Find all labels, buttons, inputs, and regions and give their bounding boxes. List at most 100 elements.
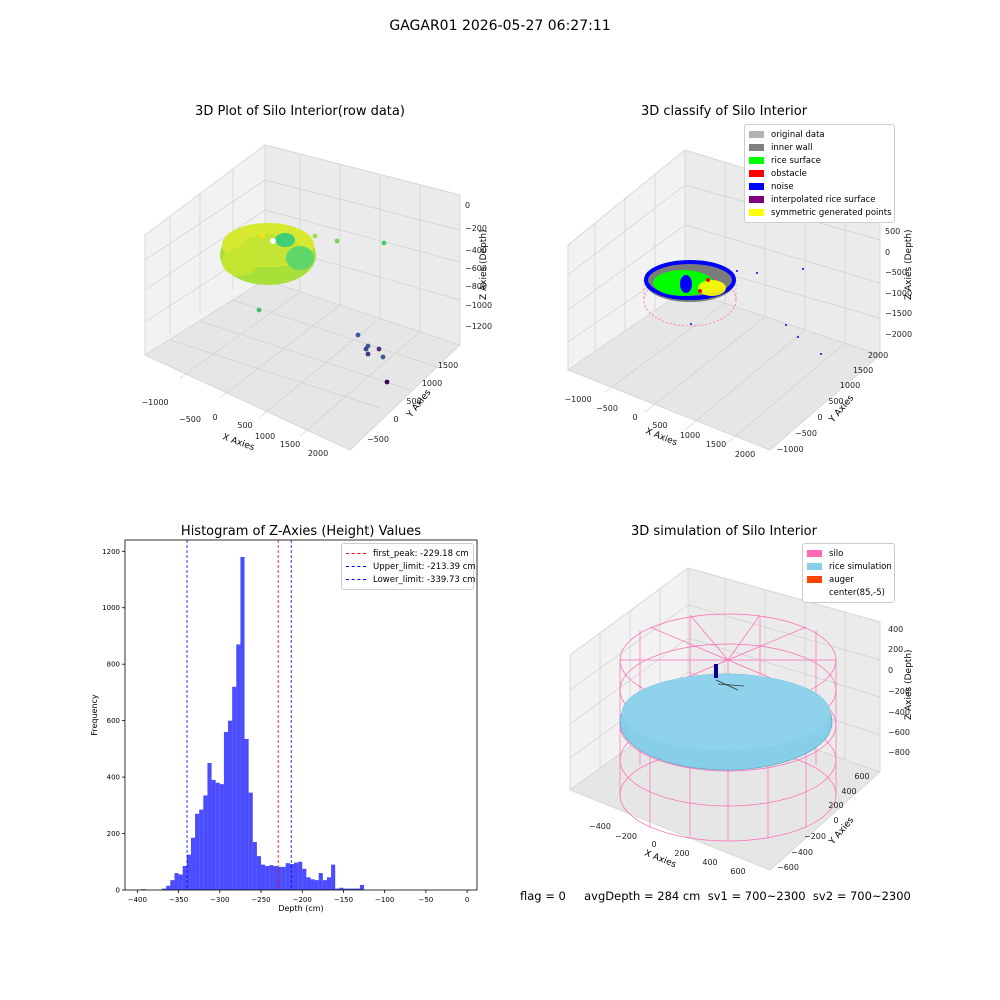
simulation-3d-title: 3D simulation of Silo Interior xyxy=(631,524,817,539)
raw-z-tick: −400 xyxy=(465,246,487,255)
simulation-y-tick: −400 xyxy=(791,848,813,857)
raw-x-tick: 1000 xyxy=(255,432,275,441)
histogram-x-tick-label: 0 xyxy=(465,896,469,904)
simulation-y-tick: 400 xyxy=(841,787,856,796)
raw-x-tick: 0 xyxy=(212,413,217,422)
histogram-bar xyxy=(355,888,360,890)
legend-label: noise xyxy=(771,181,794,192)
histogram-bar xyxy=(211,779,216,890)
panel-raw-3d: −1000 −500 0 500 1000 1500 2000 −500 0 5… xyxy=(141,144,492,458)
legend-label: rice surface xyxy=(771,155,821,166)
histogram-bar xyxy=(261,864,266,890)
histogram-bar xyxy=(240,556,245,890)
histogram-y-tick-label: 400 xyxy=(107,774,120,782)
legend-label: auger xyxy=(829,574,854,585)
histogram-y-tick-label: 0 xyxy=(116,887,120,895)
histogram-y-tick-label: 1000 xyxy=(102,604,120,612)
legend-item: original data xyxy=(749,128,890,141)
legend-item: interpolated rice surface xyxy=(749,193,890,206)
legend-item: obstacle xyxy=(749,167,890,180)
histogram-bar xyxy=(318,873,323,890)
histogram-x-tick-label: −350 xyxy=(169,896,188,904)
histogram-bar xyxy=(331,864,336,890)
histogram-bar xyxy=(244,738,249,890)
raw-x-label: X Axies xyxy=(221,432,256,453)
histogram-bar xyxy=(347,888,352,890)
classify-x-tick: 500 xyxy=(652,421,667,430)
legend-item: silo xyxy=(807,547,890,560)
legend-label: interpolated rice surface xyxy=(771,194,876,205)
raw-y-tick: 1500 xyxy=(438,361,458,370)
histogram-bar xyxy=(248,792,253,890)
histogram-legend: first_peak: -229.18 cm Upper_limit: -213… xyxy=(341,543,476,590)
classify-x-tick: 1000 xyxy=(680,431,700,440)
histogram-bar xyxy=(223,731,229,890)
histogram-x-tick-label: −50 xyxy=(418,896,433,904)
classify-y-tick: 1000 xyxy=(840,381,860,390)
simulation-y-tick: 600 xyxy=(854,772,869,781)
histogram-bar xyxy=(174,873,179,890)
raw-z-tick: −600 xyxy=(465,264,487,273)
raw-z-tick: −1000 xyxy=(465,301,492,310)
histogram-bar xyxy=(236,644,241,890)
legend-swatch xyxy=(749,183,764,190)
legend-label: Lower_limit: -339.73 cm xyxy=(373,574,476,585)
legend-line xyxy=(346,553,366,554)
legend-label: obstacle xyxy=(771,168,807,179)
simulation-y-tick: 200 xyxy=(828,801,843,810)
histogram-x-label: Depth (cm) xyxy=(278,904,323,913)
legend-item: symmetric generated points xyxy=(749,206,892,219)
histogram-y-tick-label: 1200 xyxy=(102,548,120,556)
histogram-bar xyxy=(306,877,311,890)
simulation-z-tick: −800 xyxy=(888,748,910,757)
legend-line xyxy=(346,566,366,567)
histogram-bar xyxy=(252,842,257,890)
histogram-bar xyxy=(293,862,299,890)
legend-swatch xyxy=(749,144,764,151)
histogram-bar xyxy=(203,795,208,890)
legend-swatch xyxy=(807,563,822,570)
classify-legend: original data inner wall rice surface ob… xyxy=(744,124,895,223)
histogram-bar xyxy=(302,868,307,890)
histogram-bar xyxy=(141,889,146,890)
histogram-bar xyxy=(351,888,356,890)
legend-label: symmetric generated points xyxy=(771,207,892,218)
classify-3d-title: 3D classify of Silo Interior xyxy=(640,104,808,119)
histogram-bar xyxy=(186,854,191,890)
histogram-bar xyxy=(277,866,282,890)
histogram-y-label: Frequency xyxy=(90,694,99,736)
raw-3d-points xyxy=(220,223,390,385)
classify-x-tick: 2000 xyxy=(735,450,755,459)
raw-z-tick: −1200 xyxy=(465,322,492,331)
histogram-axes-frame xyxy=(124,539,478,891)
histogram-y-ticks: 0 200 400 600 800 1000 1200 xyxy=(102,548,125,895)
histogram-bar xyxy=(228,720,233,890)
histogram-bar xyxy=(339,887,344,890)
simulation-z-tick: 400 xyxy=(888,625,903,634)
simulation-y-tick: −200 xyxy=(804,832,826,841)
classify-y-tick: −500 xyxy=(795,429,817,438)
legend-item: noise xyxy=(749,180,890,193)
histogram-bar xyxy=(166,885,171,890)
simulation-legend: silo rice simulation auger center(85,-5) xyxy=(802,543,895,603)
simulation-x-tick: 400 xyxy=(702,858,717,867)
histogram-bar xyxy=(190,837,196,890)
panel-histogram: −400 −350 −300 −250 −200 −150 −100 −50 0 0 200 400… xyxy=(90,539,478,913)
panel-simulation-3d: −400 −200 0 200 400 600 −600 −400 −200 0… xyxy=(568,567,914,876)
simulation-y-tick: −600 xyxy=(777,863,799,872)
histogram-bar xyxy=(285,863,290,890)
histogram-bar xyxy=(322,880,327,890)
raw-x-tick: 1500 xyxy=(280,440,300,449)
histogram-bar xyxy=(326,877,332,890)
histogram-bar xyxy=(269,865,274,890)
legend-line xyxy=(346,579,366,580)
histogram-bar xyxy=(343,888,348,890)
simulation-x-tick: 0 xyxy=(651,840,656,849)
legend-item: center(85,-5) xyxy=(807,586,890,599)
classify-y-tick: 2000 xyxy=(868,351,888,360)
histogram-bar xyxy=(289,864,294,890)
classify-y-tick: 0 xyxy=(817,413,822,422)
histogram-x-tick-label: −400 xyxy=(128,896,147,904)
histogram-bar xyxy=(335,888,340,890)
classify-y-tick: −1000 xyxy=(776,445,803,454)
